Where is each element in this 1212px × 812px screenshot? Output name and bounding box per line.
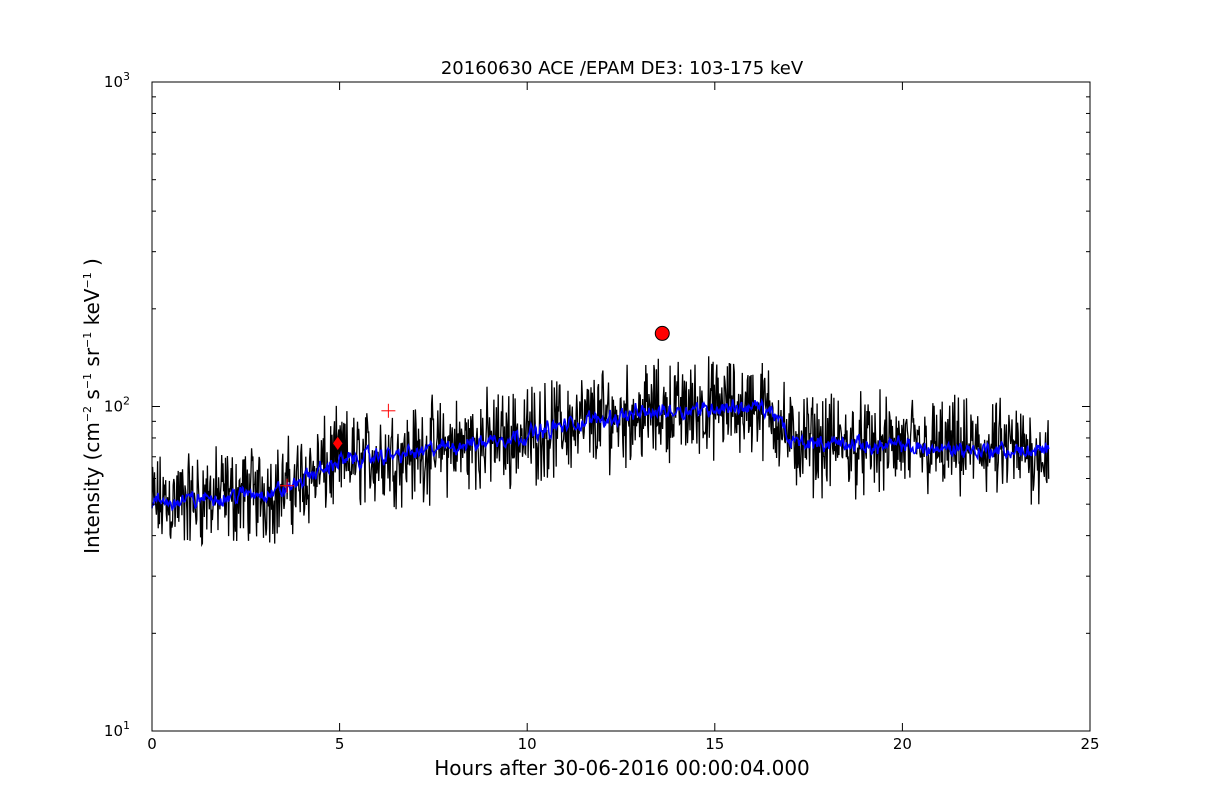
peak-marker <box>654 325 670 341</box>
y-tick-label: 102 <box>104 395 130 416</box>
plot-area <box>151 325 1050 548</box>
y-label-mid3: keV <box>80 288 104 332</box>
chart-title: 20160630 ACE /EPAM DE3: 103-175 keV <box>441 58 804 79</box>
onset-marker <box>332 435 344 451</box>
y-label-suffix: ) <box>80 258 104 272</box>
y-tick-label: 103 <box>104 70 130 91</box>
x-axis-label: Hours after 30-06-2016 00:00:04.000 <box>434 756 810 780</box>
raw-series-line <box>151 356 1050 548</box>
series-layer <box>151 356 1050 548</box>
marker-layer <box>280 325 670 493</box>
y-label-mid2: sr <box>80 347 104 373</box>
plus-marker <box>280 478 295 493</box>
y-label-exp3: −1 <box>81 332 94 348</box>
y-label-exp1: −2 <box>81 406 94 422</box>
x-tick-label: 25 <box>1080 735 1099 753</box>
y-label-exp4: −1 <box>81 272 94 288</box>
x-tick-label: 0 <box>147 735 157 753</box>
y-label-mid1: s <box>80 389 104 406</box>
y-tick-label: 101 <box>104 719 130 740</box>
y-label-exp2: −1 <box>81 373 94 389</box>
smoothed-series-line <box>151 398 1050 512</box>
x-tick-label: 10 <box>518 735 537 753</box>
x-tick-label: 5 <box>335 735 345 753</box>
y-label-prefix: Intensity (cm <box>80 422 104 554</box>
tick-layer: 0 5 10 15 20 25 101 102 103 <box>104 70 1100 753</box>
y-axis-label: Intensity (cm−2 s−1 sr−1 keV−1 ) <box>80 258 104 554</box>
x-tick-label: 15 <box>705 735 724 753</box>
plus-marker <box>381 403 396 418</box>
x-tick-label: 20 <box>893 735 912 753</box>
